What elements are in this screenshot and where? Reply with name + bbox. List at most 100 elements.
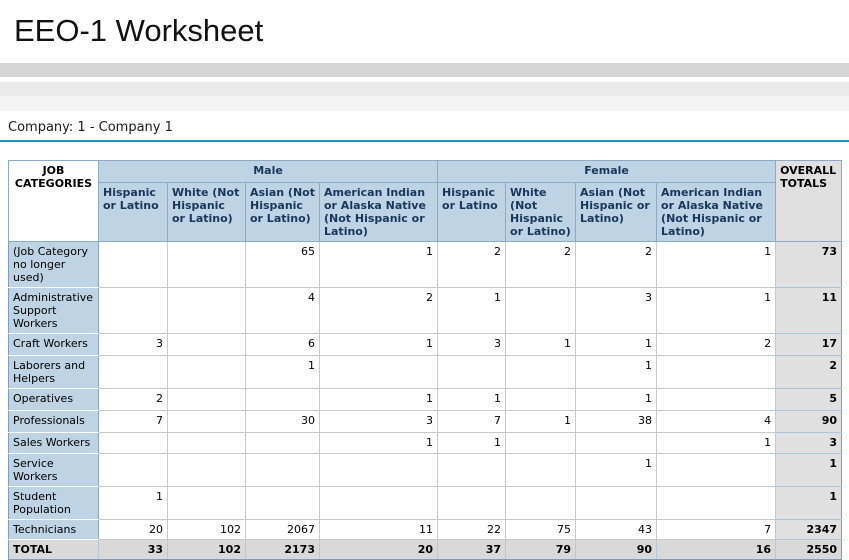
count-cell: 2 [437,241,507,288]
table-row: Laborers and Helpers 1 1 2 [8,355,843,389]
count-cell [575,486,658,520]
count-cell: 1 [656,287,777,334]
count-cell: 3 [319,410,439,433]
job-category-cell: Administrative Support Workers [8,287,99,334]
count-cell [437,355,507,389]
count-cell: 65 [245,241,320,288]
count-cell [167,453,246,487]
count-cell: 2067 [245,519,320,540]
count-cell: 7 [656,519,777,540]
total-count-cell: 16 [656,539,777,560]
table-row: Craft Workers 3 6 1 3 1 1 2 17 [8,333,843,356]
count-cell [505,388,577,411]
overall-total-cell: 11 [775,287,843,334]
count-cell [167,287,246,334]
count-cell [98,287,168,334]
company-label: Company: 1 - Company 1 [0,118,849,142]
count-cell: 1 [656,241,777,288]
count-cell: 1 [319,432,439,454]
toolbar-strip-lighter [0,96,849,111]
count-cell [167,410,246,433]
total-count-cell: 37 [437,539,507,560]
overall-total-cell: 17 [775,333,843,356]
eeo1-table: JOB CATEGORIES Male Female OVERALL TOTAL… [8,160,843,560]
count-cell: 4 [245,287,320,334]
count-cell: 4 [656,410,777,433]
count-cell [505,287,577,334]
total-count-cell: 20 [319,539,439,560]
total-count-cell: 33 [98,539,168,560]
count-cell [505,453,577,487]
table-row: Student Population 1 1 [8,486,843,520]
table-footer: TOTAL 33 102 2173 20 37 79 90 16 2550 [8,539,843,560]
count-cell [167,432,246,454]
overall-total-cell: 5 [775,388,843,411]
job-category-cell: Professionals [8,410,99,433]
count-cell [245,388,320,411]
count-cell: 102 [167,519,246,540]
count-cell [437,453,507,487]
total-count-cell: 102 [167,539,246,560]
female-american-indian-header: American Indian or Alaska Native (Not Hi… [656,182,777,242]
race-header-row: Hispanic or Latino White (Not Hispanic o… [9,182,842,242]
job-category-cell: (Job Category no longer used) [8,241,99,288]
eeo1-table-container: JOB CATEGORIES Male Female OVERALL TOTAL… [8,160,843,560]
total-count-cell: 2173 [245,539,320,560]
count-cell [245,486,320,520]
overall-totals-header: OVERALL TOTALS [775,160,843,242]
count-cell: 3 [98,333,168,356]
count-cell: 2 [505,241,577,288]
table-row: Operatives 2 1 1 1 5 [8,388,843,411]
count-cell: 1 [245,355,320,389]
count-cell: 22 [437,519,507,540]
count-cell: 11 [319,519,439,540]
overall-total-cell: 3 [775,432,843,454]
count-cell [245,432,320,454]
count-cell: 38 [575,410,658,433]
count-cell: 1 [575,333,658,356]
count-cell: 7 [437,410,507,433]
male-group-header: Male [97,160,439,183]
toolbar-strip-dark [0,63,849,77]
total-count-cell: 90 [575,539,658,560]
count-cell: 2 [98,388,168,411]
count-cell [167,333,246,356]
count-cell: 20 [98,519,168,540]
job-category-cell: Sales Workers [8,432,99,454]
count-cell [437,486,507,520]
count-cell: 75 [505,519,577,540]
job-category-cell: Service Workers [8,453,99,487]
count-cell [98,241,168,288]
table-body: (Job Category no longer used) 65 1 2 2 2 1 73 Ad… [8,241,843,540]
count-cell: 1 [437,388,507,411]
overall-total-cell: 1 [775,486,843,520]
job-category-cell: Student Population [8,486,99,520]
count-cell [98,355,168,389]
count-cell [656,453,777,487]
count-cell [167,355,246,389]
table-row: Administrative Support Workers 4 2 1 3 1 11 [8,287,843,334]
overall-total-cell: 73 [775,241,843,288]
overall-total-cell: 90 [775,410,843,433]
female-hispanic-header: Hispanic or Latino [437,182,507,242]
count-cell [319,453,439,487]
count-cell: 1 [437,287,507,334]
count-cell [656,486,777,520]
total-overall-cell: 2550 [775,539,843,560]
toolbar-strip-gap [0,77,849,82]
job-category-cell: Laborers and Helpers [8,355,99,389]
count-cell: 6 [245,333,320,356]
count-cell: 2 [319,287,439,334]
table-row: Service Workers 1 1 [8,453,843,487]
job-category-cell: Operatives [8,388,99,411]
count-cell [656,388,777,411]
count-cell: 1 [575,355,658,389]
count-cell: 3 [575,287,658,334]
count-cell: 7 [98,410,168,433]
job-category-cell: Technicians [8,519,99,540]
count-cell [575,432,658,454]
total-row: TOTAL 33 102 2173 20 37 79 90 16 2550 [8,539,843,560]
count-cell [505,355,577,389]
table-header: JOB CATEGORIES Male Female OVERALL TOTAL… [8,160,843,242]
table-row: Technicians 20 102 2067 11 22 75 43 7 2347 [8,519,843,540]
